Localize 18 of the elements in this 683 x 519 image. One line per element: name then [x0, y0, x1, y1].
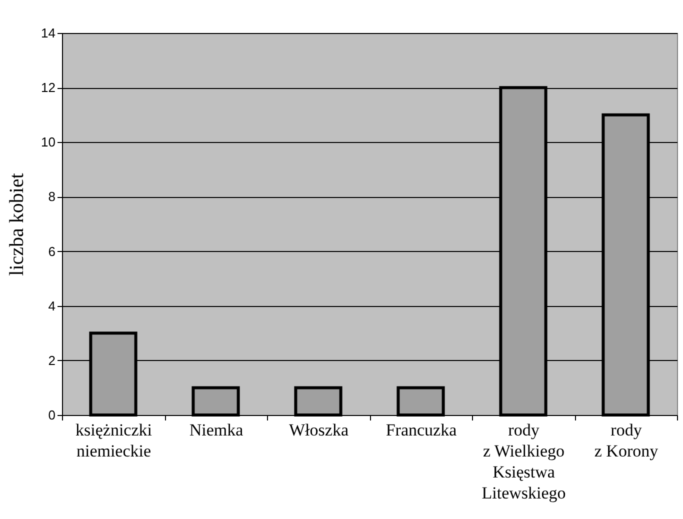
bar: [192, 386, 240, 416]
x-tick-label: Niemka: [189, 420, 244, 440]
x-tick-label: rody z Korony: [594, 420, 659, 460]
y-tick-label: 6: [48, 244, 56, 259]
y-tick-label: 2: [48, 352, 56, 368]
x-tick-label: rody z Wielkiego Księstwa Litewskiego: [482, 420, 566, 502]
y-tick-label: 14: [41, 26, 56, 40]
y-tick-label: 10: [41, 134, 56, 150]
x-tick-label: Francuzka: [386, 420, 458, 440]
y-tick-label: 12: [41, 80, 56, 96]
y-tick-label: 8: [48, 189, 56, 204]
x-tick-label: księżniczki niemieckie: [76, 420, 152, 460]
y-axis-title: liczba kobiet: [6, 172, 28, 276]
y-tick-label: 4: [48, 298, 56, 314]
x-tick-label: Włoszka: [289, 420, 349, 440]
y-tick-label: 0: [48, 408, 56, 422]
bar: [396, 386, 445, 416]
bar: [294, 386, 342, 416]
